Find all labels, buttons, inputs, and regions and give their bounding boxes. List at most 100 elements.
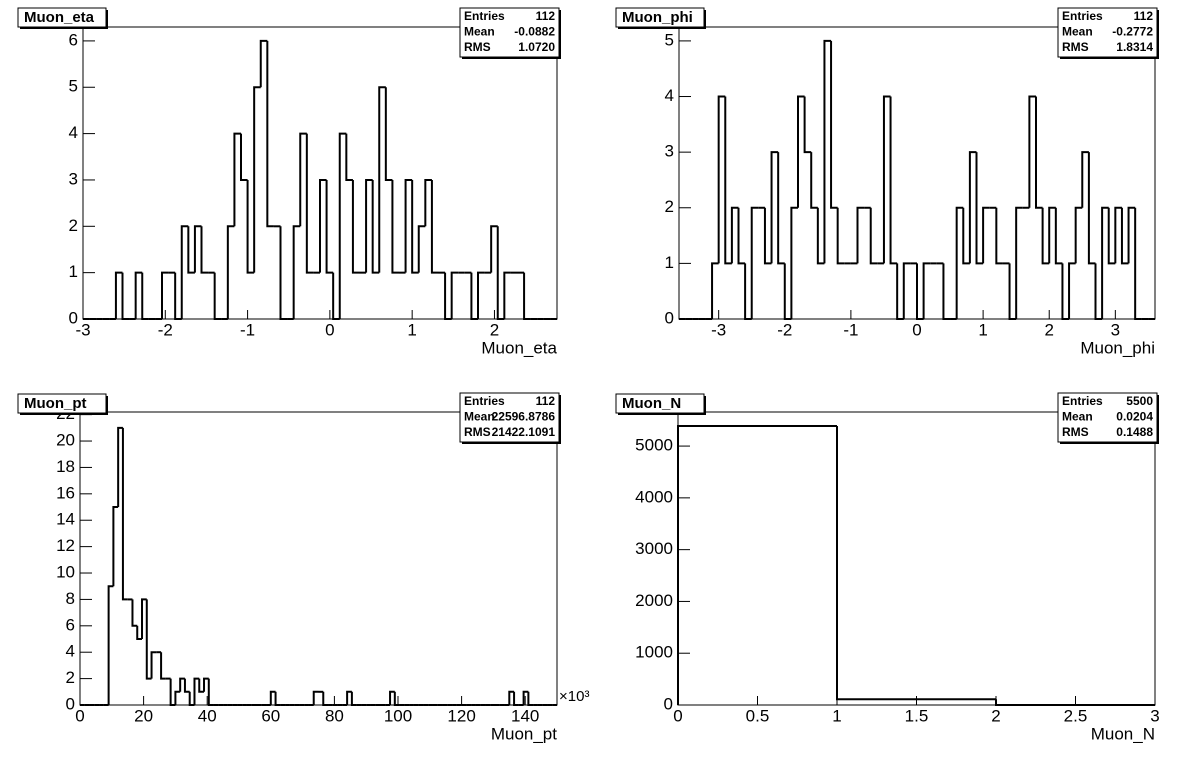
histogram-bin <box>200 226 209 274</box>
histogram-bin <box>490 225 498 273</box>
histogram-bin <box>417 225 426 273</box>
y-tick-label: 4 <box>66 642 75 661</box>
stats-value: 0.0204 <box>1116 410 1153 424</box>
histogram-bin <box>117 426 123 508</box>
histogram-bin <box>1054 207 1063 265</box>
histogram-bin <box>145 599 152 680</box>
histogram-bin <box>744 263 752 320</box>
histogram-bin <box>810 152 818 209</box>
histogram-bin <box>1107 207 1116 265</box>
histogram-bin <box>1120 207 1129 265</box>
stats-value: 112 <box>536 394 556 408</box>
plot-frame <box>82 26 558 320</box>
histogram-bin <box>1061 263 1070 320</box>
histogram-bin <box>882 95 891 264</box>
histogram-bin <box>141 598 147 640</box>
histogram-bin <box>763 207 772 265</box>
histogram-bin <box>141 272 149 320</box>
histogram-bin <box>322 691 329 706</box>
histogram-bin <box>160 652 166 680</box>
histogram-bin <box>269 690 276 705</box>
histogram-bin <box>246 179 255 274</box>
histogram-bin <box>121 272 130 320</box>
y-tick-label: 1 <box>69 262 78 281</box>
title-box <box>615 393 705 414</box>
histogram-bin <box>836 425 996 701</box>
histogram-bin <box>816 207 825 265</box>
stats-value: 22596.8786 <box>492 410 556 424</box>
stats-value: 1.0720 <box>518 40 555 54</box>
stats-box <box>459 7 560 58</box>
x-tick-label: -2 <box>777 320 792 339</box>
x-tick-label: 100 <box>384 706 412 725</box>
stats-box <box>459 392 560 443</box>
histogram-bin <box>677 424 837 705</box>
plot-frame <box>677 411 1156 706</box>
y-tick-label: 14 <box>56 510 75 529</box>
x-tick-label: 2.5 <box>1064 706 1088 725</box>
histogram-bin <box>430 179 439 274</box>
x-tick-label: -3 <box>711 320 726 339</box>
histogram-bin <box>889 96 898 265</box>
histogram-bin <box>378 86 386 273</box>
histogram-bin <box>346 690 352 705</box>
y-tick-label: 18 <box>56 457 75 476</box>
x-tick-label: 2 <box>1044 320 1053 339</box>
x-tick-label: 2 <box>490 320 499 339</box>
y-tick-label: 3000 <box>635 539 673 558</box>
histogram-bin <box>351 179 360 274</box>
y-tick-label: 1000 <box>635 643 673 662</box>
y-tick-label: 0 <box>665 308 674 327</box>
x-tick-label: -1 <box>843 320 858 339</box>
x-tick-label: 120 <box>447 706 475 725</box>
histogram-bin <box>389 690 395 705</box>
histogram-bin <box>955 206 964 319</box>
histogram-bin <box>962 207 970 265</box>
histogram-bin <box>134 271 143 319</box>
histogram-bin <box>503 271 511 319</box>
stats-label: RMS <box>464 40 491 54</box>
y-tick-label: 5 <box>665 30 674 49</box>
histogram-bin <box>193 225 202 273</box>
x-tick-label: 3 <box>1150 706 1159 725</box>
histogram-bin <box>1127 206 1136 264</box>
histogram-bin <box>198 678 205 693</box>
title-box <box>615 7 705 28</box>
histogram-bin <box>174 690 181 705</box>
histogram-bin <box>253 86 261 273</box>
histogram-bin <box>803 96 812 154</box>
stats-label: RMS <box>464 425 491 439</box>
histogram-bin <box>384 87 393 181</box>
y-tick-label: 4000 <box>635 487 673 506</box>
x-axis-label: Muon_N <box>1091 724 1155 743</box>
histogram-bin <box>179 677 185 692</box>
x-tick-label: 2 <box>991 706 1000 725</box>
chart-title: Muon_phi <box>622 9 693 26</box>
histogram-bin <box>527 691 534 706</box>
histogram-bin <box>896 263 904 320</box>
x-tick-label: 60 <box>261 706 280 725</box>
x-axis-label: Muon_eta <box>481 338 557 357</box>
y-tick-label: 2 <box>66 668 75 687</box>
x-tick-label: -2 <box>158 320 173 339</box>
histogram-bin <box>523 272 531 320</box>
histogram-bin <box>1028 95 1036 208</box>
histogram-bin <box>1081 151 1089 208</box>
y-tick-label: 6 <box>69 30 78 49</box>
stats-value: 21422.1091 <box>492 425 556 439</box>
stats-value: 0.1488 <box>1116 425 1153 439</box>
histogram-bin <box>1035 96 1043 209</box>
histogram-bin <box>169 678 176 706</box>
histogram-bin <box>770 151 779 264</box>
histogram-bin <box>266 40 274 228</box>
histogram-bin <box>325 179 334 274</box>
histogram-bin <box>777 152 785 265</box>
histogram-bin <box>982 206 990 264</box>
histogram-bin <box>730 206 739 264</box>
histogram-bin <box>114 271 123 319</box>
plot-frame <box>79 411 558 706</box>
y-tick-label: 4 <box>69 123 78 142</box>
histogram-bin <box>345 133 353 181</box>
histogram-bin <box>213 272 222 320</box>
histogram-bin <box>737 207 746 265</box>
